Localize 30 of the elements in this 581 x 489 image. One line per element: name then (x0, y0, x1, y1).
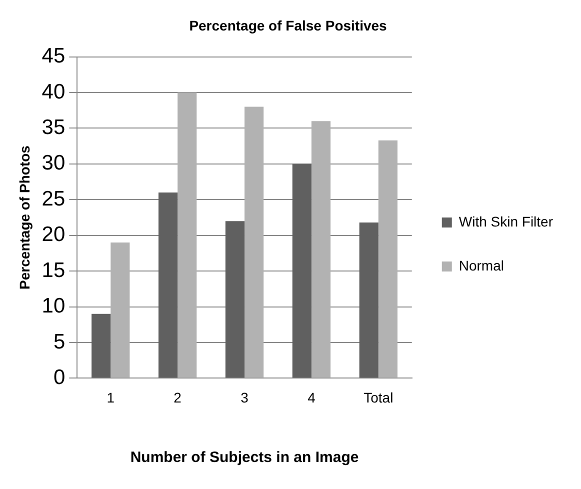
x-tick-label: 3 (240, 389, 249, 406)
bar (359, 222, 378, 378)
y-tick-label: 40 (42, 80, 66, 104)
y-tick-label: 25 (42, 187, 66, 210)
x-tick-label: 2 (174, 389, 182, 406)
y-tick-label: 0 (53, 366, 66, 389)
x-tick-label: 4 (308, 389, 316, 406)
bar (110, 242, 130, 378)
bar (244, 106, 264, 378)
bar (311, 121, 331, 378)
legend-label: With Skin Filter (458, 213, 554, 230)
bar (158, 192, 178, 378)
chart-title: Percentage of False Positives (189, 17, 388, 34)
x-tick-label: 1 (106, 389, 115, 406)
y-axis-title: Percentage of Photos (16, 145, 32, 290)
x-axis-title: Number of Subjects in an Image (130, 449, 359, 466)
bar (292, 164, 312, 378)
x-tick-label: Total (364, 389, 394, 406)
bar (378, 140, 398, 378)
y-tick-label: 15 (42, 258, 66, 282)
y-tick-label: 10 (42, 294, 66, 318)
y-tick-label: 45 (42, 44, 66, 68)
bar (178, 92, 197, 378)
y-tick-label: 35 (42, 116, 66, 140)
bar (225, 221, 245, 378)
y-tick-label: 30 (42, 152, 66, 175)
y-tick-label: 20 (42, 223, 66, 246)
y-tick-label: 5 (53, 330, 66, 354)
bar (92, 314, 111, 378)
legend-label: Normal (458, 257, 504, 274)
